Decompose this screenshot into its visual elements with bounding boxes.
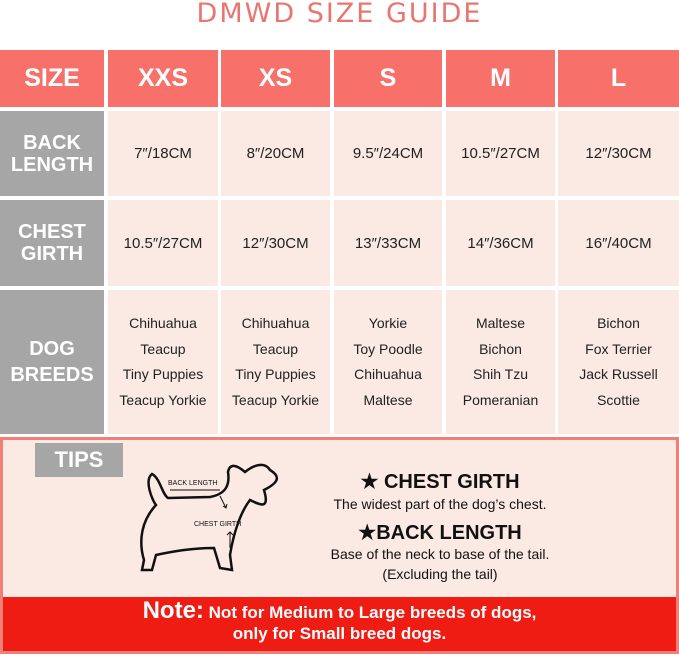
breed-name: Teacup xyxy=(140,340,186,357)
table-cell: 10.5″/27CM xyxy=(446,111,555,196)
breed-name: Teacup Yorkie xyxy=(231,391,320,408)
breed-name: Teacup xyxy=(252,340,299,357)
row-label-text: BACK xyxy=(23,131,81,154)
breed-name: Teacup Yorkie xyxy=(119,391,207,408)
row-label-dog-breeds: DOG BREEDS xyxy=(0,290,104,434)
header-size: SIZE xyxy=(0,50,104,107)
size-header: M xyxy=(446,50,555,107)
table-cell: Bichon Fox Terrier Jack Russell Scottie xyxy=(558,290,679,434)
diagram-back-length: BACK LENGTH xyxy=(168,480,217,487)
table-cell: 13″/33CM xyxy=(334,200,442,286)
chest-girth-desc: The widest part of the dog’s chest. xyxy=(333,496,547,512)
dog-diagram-icon: BACK LENGTH CHEST GIRTH xyxy=(140,463,278,572)
back-length-desc: Base of the neck to base of the tail. xyxy=(330,546,550,562)
table-cell: 12″/30CM xyxy=(558,111,679,196)
table-cell: Maltese Bichon Shih Tzu Pomeranian xyxy=(446,290,555,434)
table-cell: Chihuahua Teacup Tiny Puppies Teacup Yorkie xyxy=(221,290,330,434)
table-cell: 16″/40CM xyxy=(558,200,679,286)
row-label-text: DOG xyxy=(29,338,75,360)
tips-label: TIPS xyxy=(35,443,123,477)
back-length-note: (Excluding the tail) xyxy=(382,566,498,582)
breed-name: Bichon xyxy=(597,315,640,331)
breed-name: Scottie xyxy=(597,391,640,408)
breed-name: Pomeranian xyxy=(462,391,539,408)
breed-name: Fox Terrier xyxy=(585,340,652,357)
table-cell: 8″/20CM xyxy=(221,111,330,196)
breed-name: Chihuahua xyxy=(241,315,310,331)
breed-name: Maltese xyxy=(475,315,526,331)
table-cell: 10.5″/27CM xyxy=(108,200,218,286)
back-length-heading: ★BACK LENGTH xyxy=(358,522,522,544)
breed-name: Tiny Puppies xyxy=(122,366,204,382)
note-line1: Not for Medium to Large breeds of dogs, xyxy=(208,603,537,622)
breed-name: Shih Tzu xyxy=(473,366,528,382)
note-label: Note: xyxy=(142,597,204,624)
breed-name: Chihuahua xyxy=(129,315,197,331)
size-header: XXS xyxy=(108,50,218,107)
size-header: L xyxy=(558,50,679,107)
breed-name: Bichon xyxy=(479,340,522,357)
table-cell: 14″/36CM xyxy=(446,200,555,286)
table-cell: Yorkie Toy Poodle Chihuahua Maltese xyxy=(334,290,442,434)
breed-name: Toy Poodle xyxy=(353,340,423,357)
table-cell: 7″/18CM xyxy=(108,111,218,196)
row-label-chest-girth: CHEST GIRTH xyxy=(0,200,104,286)
breed-name: Yorkie xyxy=(368,315,408,331)
table-cell: 12″/30CM xyxy=(221,200,330,286)
breed-name: Jack Russell xyxy=(579,366,658,382)
star-icon: ★ xyxy=(360,471,384,493)
row-label-back-length: BACK LENGTH xyxy=(0,111,104,196)
breed-name: Chihuahua xyxy=(354,366,422,382)
chest-girth-heading: ★ CHEST GIRTH xyxy=(360,471,520,493)
breed-name: Maltese xyxy=(363,391,413,408)
page-title: DMWD SIZE GUIDE xyxy=(196,0,483,29)
star-icon: ★ xyxy=(358,522,377,544)
row-label-text: LENGTH xyxy=(10,153,94,176)
table-cell: 9.5″/24CM xyxy=(334,111,442,196)
row-label-text: BREEDS xyxy=(10,364,94,386)
row-label-text: CHEST xyxy=(18,221,86,243)
note-line2: only for Small breed dogs. xyxy=(232,624,447,643)
note-banner: Note: Not for Medium to Large breeds of … xyxy=(3,597,676,651)
table-cell: Chihuahua Teacup Tiny Puppies Teacup Yorkie xyxy=(108,290,218,434)
size-header: S xyxy=(334,50,442,107)
row-label-text: GIRTH xyxy=(20,243,84,265)
breed-name: Tiny Puppies xyxy=(235,366,316,382)
size-header: XS xyxy=(221,50,330,107)
diagram-chest-girth: CHEST GIRTH xyxy=(194,521,241,528)
